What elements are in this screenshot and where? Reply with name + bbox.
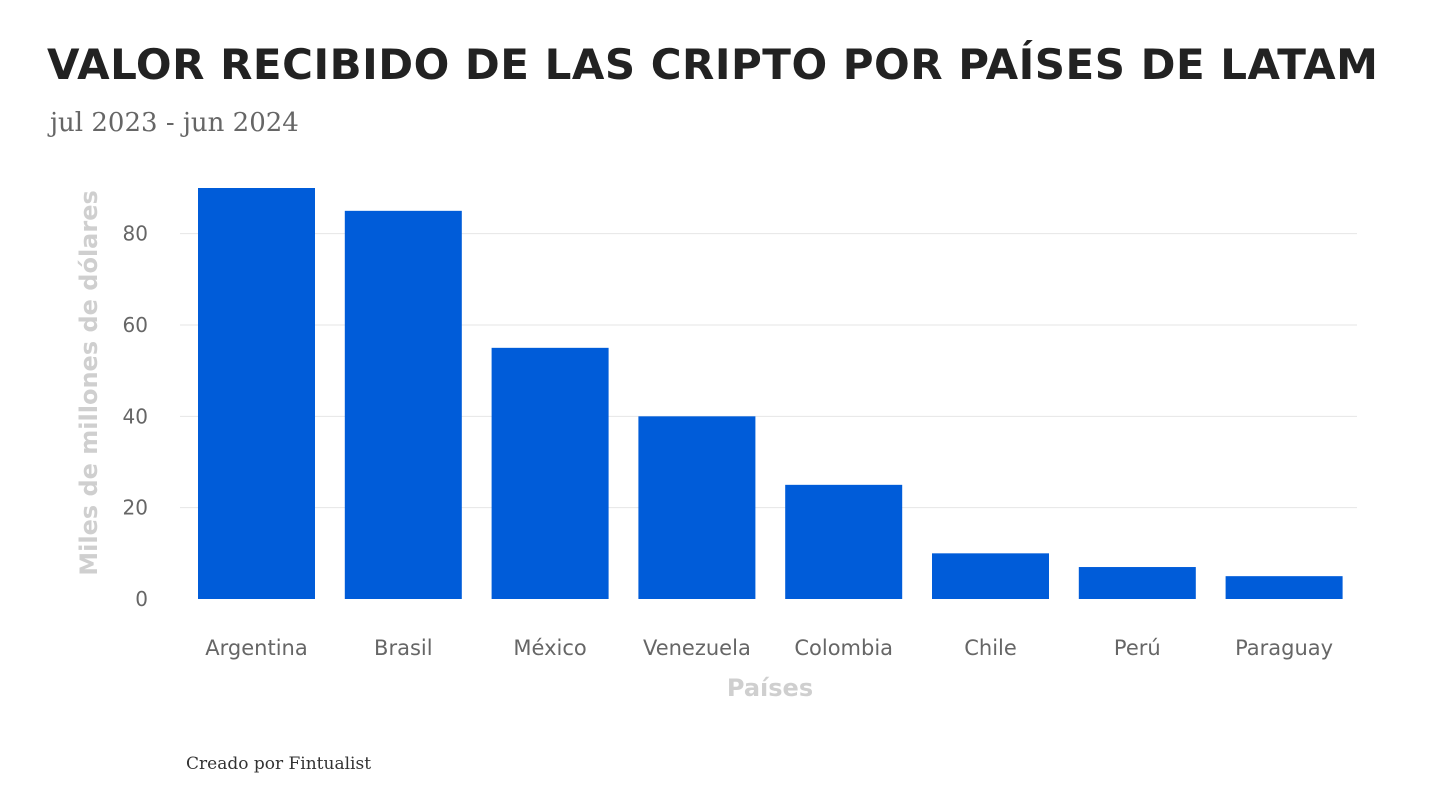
y-tick-label: 60 xyxy=(123,313,148,337)
bar-chile xyxy=(932,553,1049,599)
bar-argentina xyxy=(198,188,315,599)
x-tick-label: Colombia xyxy=(794,636,893,660)
bar-peru xyxy=(1078,567,1196,599)
x-tick-label: Perú xyxy=(1114,636,1161,660)
credit-text: Creado por Fintualist xyxy=(186,754,372,774)
x-axis-ticks: Argentina Brasil México Venezuela Colombia Ch… xyxy=(205,636,1333,660)
x-tick-label: México xyxy=(513,636,586,660)
y-tick-label: 20 xyxy=(123,496,148,520)
y-axis-label: Miles de millones de dólares xyxy=(75,190,103,576)
x-tick-label: Argentina xyxy=(205,636,307,660)
y-tick-label: 40 xyxy=(123,404,148,428)
x-tick-label: Brasil xyxy=(374,636,433,660)
x-axis-label: Países xyxy=(727,674,813,702)
bar-venezuela xyxy=(638,416,756,599)
y-tick-label: 80 xyxy=(123,222,148,246)
chart-title: VALOR RECIBIDO DE LAS CRIPTO POR PAÍSES … xyxy=(47,40,1379,89)
chart-subtitle: jul 2023 - jun 2024 xyxy=(50,108,299,138)
x-tick-label: Chile xyxy=(964,636,1017,660)
bars xyxy=(198,188,1343,600)
y-axis-ticks: 0 20 40 60 80 xyxy=(123,222,148,611)
x-tick-label: Paraguay xyxy=(1235,636,1333,660)
x-tick-label: Venezuela xyxy=(643,636,751,660)
bar-mexico xyxy=(491,347,609,599)
y-tick-label: 0 xyxy=(135,587,148,611)
bar-brasil xyxy=(344,210,462,600)
bar-colombia xyxy=(785,484,903,599)
bar-paraguay xyxy=(1225,576,1343,599)
